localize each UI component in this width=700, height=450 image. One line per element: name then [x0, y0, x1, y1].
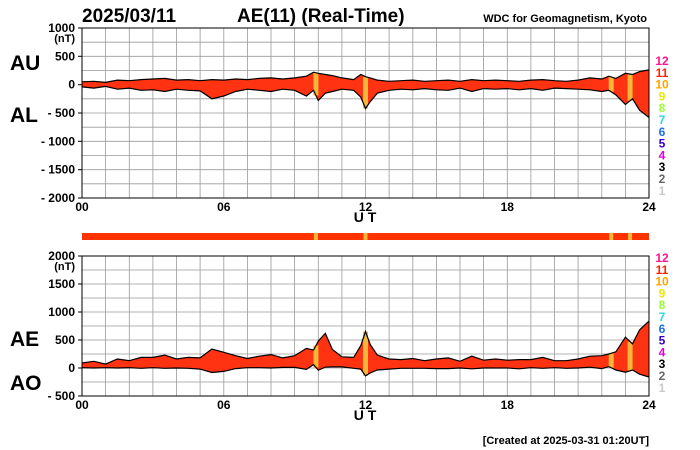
- highlight-stripe: [608, 353, 614, 368]
- status-band-marker: [313, 233, 318, 240]
- highlight-stripe: [627, 74, 633, 101]
- lower-envelope-line: [81, 363, 650, 378]
- y-tick-label: 0: [68, 361, 75, 375]
- station-count-4: 4: [659, 345, 666, 359]
- top-y-unit: (nT): [54, 33, 75, 45]
- station-count-11: 11: [656, 66, 669, 80]
- y-tick-label: - 500: [48, 389, 76, 403]
- highlight-stripe: [313, 345, 319, 368]
- ae-ao-series: [81, 320, 650, 378]
- y-tick-label: - 2000: [41, 191, 75, 205]
- x-tick-label: 18: [501, 200, 515, 214]
- station-count-2: 2: [659, 369, 666, 383]
- top-x-label: U T: [354, 209, 377, 225]
- station-count-2: 2: [659, 172, 666, 186]
- bottom-x-axis: 00 06 12 18 24: [75, 398, 656, 412]
- highlight-stripe: [363, 76, 368, 109]
- station-count-5: 5: [659, 334, 666, 348]
- bottom-y-axis: 2000 1500 1000 500 0 - 500: [48, 249, 82, 403]
- highlight-stripe: [627, 341, 633, 371]
- upper-envelope-line: [81, 69, 650, 84]
- status-band-marker: [363, 233, 368, 240]
- station-count-1: 1: [659, 381, 666, 395]
- bottom-plot-frame: [81, 255, 650, 397]
- top-grid: [82, 28, 649, 198]
- bottom-y-unit: (nT): [54, 261, 75, 273]
- created-timestamp: [Created at 2025-03-31 01:20UT]: [483, 435, 650, 447]
- x-tick-label: 00: [75, 200, 89, 214]
- y-tick-label: 500: [55, 49, 75, 63]
- bottom-x-label: U T: [354, 407, 377, 423]
- status-band-marker: [609, 233, 614, 240]
- lower-envelope-line: [81, 85, 650, 118]
- au-al-series: [81, 69, 650, 118]
- status-band-marker: [628, 233, 633, 240]
- y-tick-label: 1500: [48, 277, 75, 291]
- station-count-9: 9: [659, 89, 666, 103]
- y-tick-label: 0: [68, 78, 75, 92]
- y-tick-label: 500: [55, 333, 75, 347]
- station-count-6: 6: [659, 322, 666, 336]
- top-y-axis: 1000 500 0 - 500 - 1000 - 1500 - 2000: [41, 21, 82, 205]
- y-tick-label: 2000: [48, 249, 75, 263]
- station-count-6: 6: [659, 125, 666, 139]
- x-tick-label: 12: [359, 200, 373, 214]
- station-count-12: 12: [655, 251, 669, 265]
- y-tick-label: 1000: [48, 21, 75, 35]
- x-tick-label: 06: [217, 398, 231, 412]
- x-tick-label: 24: [642, 200, 656, 214]
- station-count-7: 7: [659, 310, 666, 324]
- chart-source: WDC for Geomagnetism, Kyoto: [483, 13, 647, 25]
- station-status-band: [82, 233, 649, 240]
- station-count-3: 3: [659, 160, 666, 174]
- ao-label: AO: [10, 372, 42, 395]
- chart-title: AE(11) (Real-Time): [237, 6, 405, 27]
- station-count-1: 1: [659, 184, 666, 198]
- au-label: AU: [10, 52, 40, 75]
- highlight-stripe: [363, 331, 368, 376]
- station-count-10: 10: [655, 275, 669, 289]
- station-count-12: 12: [655, 54, 669, 68]
- y-tick-label: - 1000: [41, 134, 75, 148]
- station-count-8: 8: [659, 101, 666, 115]
- x-tick-label: 00: [75, 398, 89, 412]
- y-tick-label: 1000: [48, 305, 75, 319]
- ae-label: AE: [10, 328, 39, 351]
- al-label: AL: [10, 104, 38, 127]
- x-tick-label: 06: [217, 200, 231, 214]
- highlight-stripe: [313, 72, 319, 96]
- x-tick-label: 24: [642, 398, 656, 412]
- chart-date: 2025/03/11: [82, 6, 176, 27]
- highlight-stripe: [608, 76, 614, 92]
- station-count-7: 7: [659, 113, 666, 127]
- station-count-10: 10: [655, 78, 669, 92]
- au-al-panel: 1000 500 0 - 500 - 1000 - 1500 - 2000 00 06 12 18…: [10, 21, 656, 225]
- station-count-3: 3: [659, 357, 666, 371]
- x-tick-label: 18: [501, 398, 515, 412]
- upper-envelope-line: [81, 320, 650, 365]
- top-x-axis: 00 06 12 18 24: [75, 200, 656, 214]
- station-count-11: 11: [656, 263, 669, 277]
- station-count-8: 8: [659, 298, 666, 312]
- ae-ao-panel: 2000 1500 1000 500 0 - 500 00 06 12 18 24 (nT) AE…: [10, 249, 656, 423]
- station-count-5: 5: [659, 137, 666, 151]
- x-tick-label: 12: [359, 398, 373, 412]
- y-tick-label: - 500: [48, 106, 76, 120]
- station-count-9: 9: [659, 286, 666, 300]
- station-count-4: 4: [659, 148, 666, 162]
- y-tick-label: - 1500: [41, 163, 75, 177]
